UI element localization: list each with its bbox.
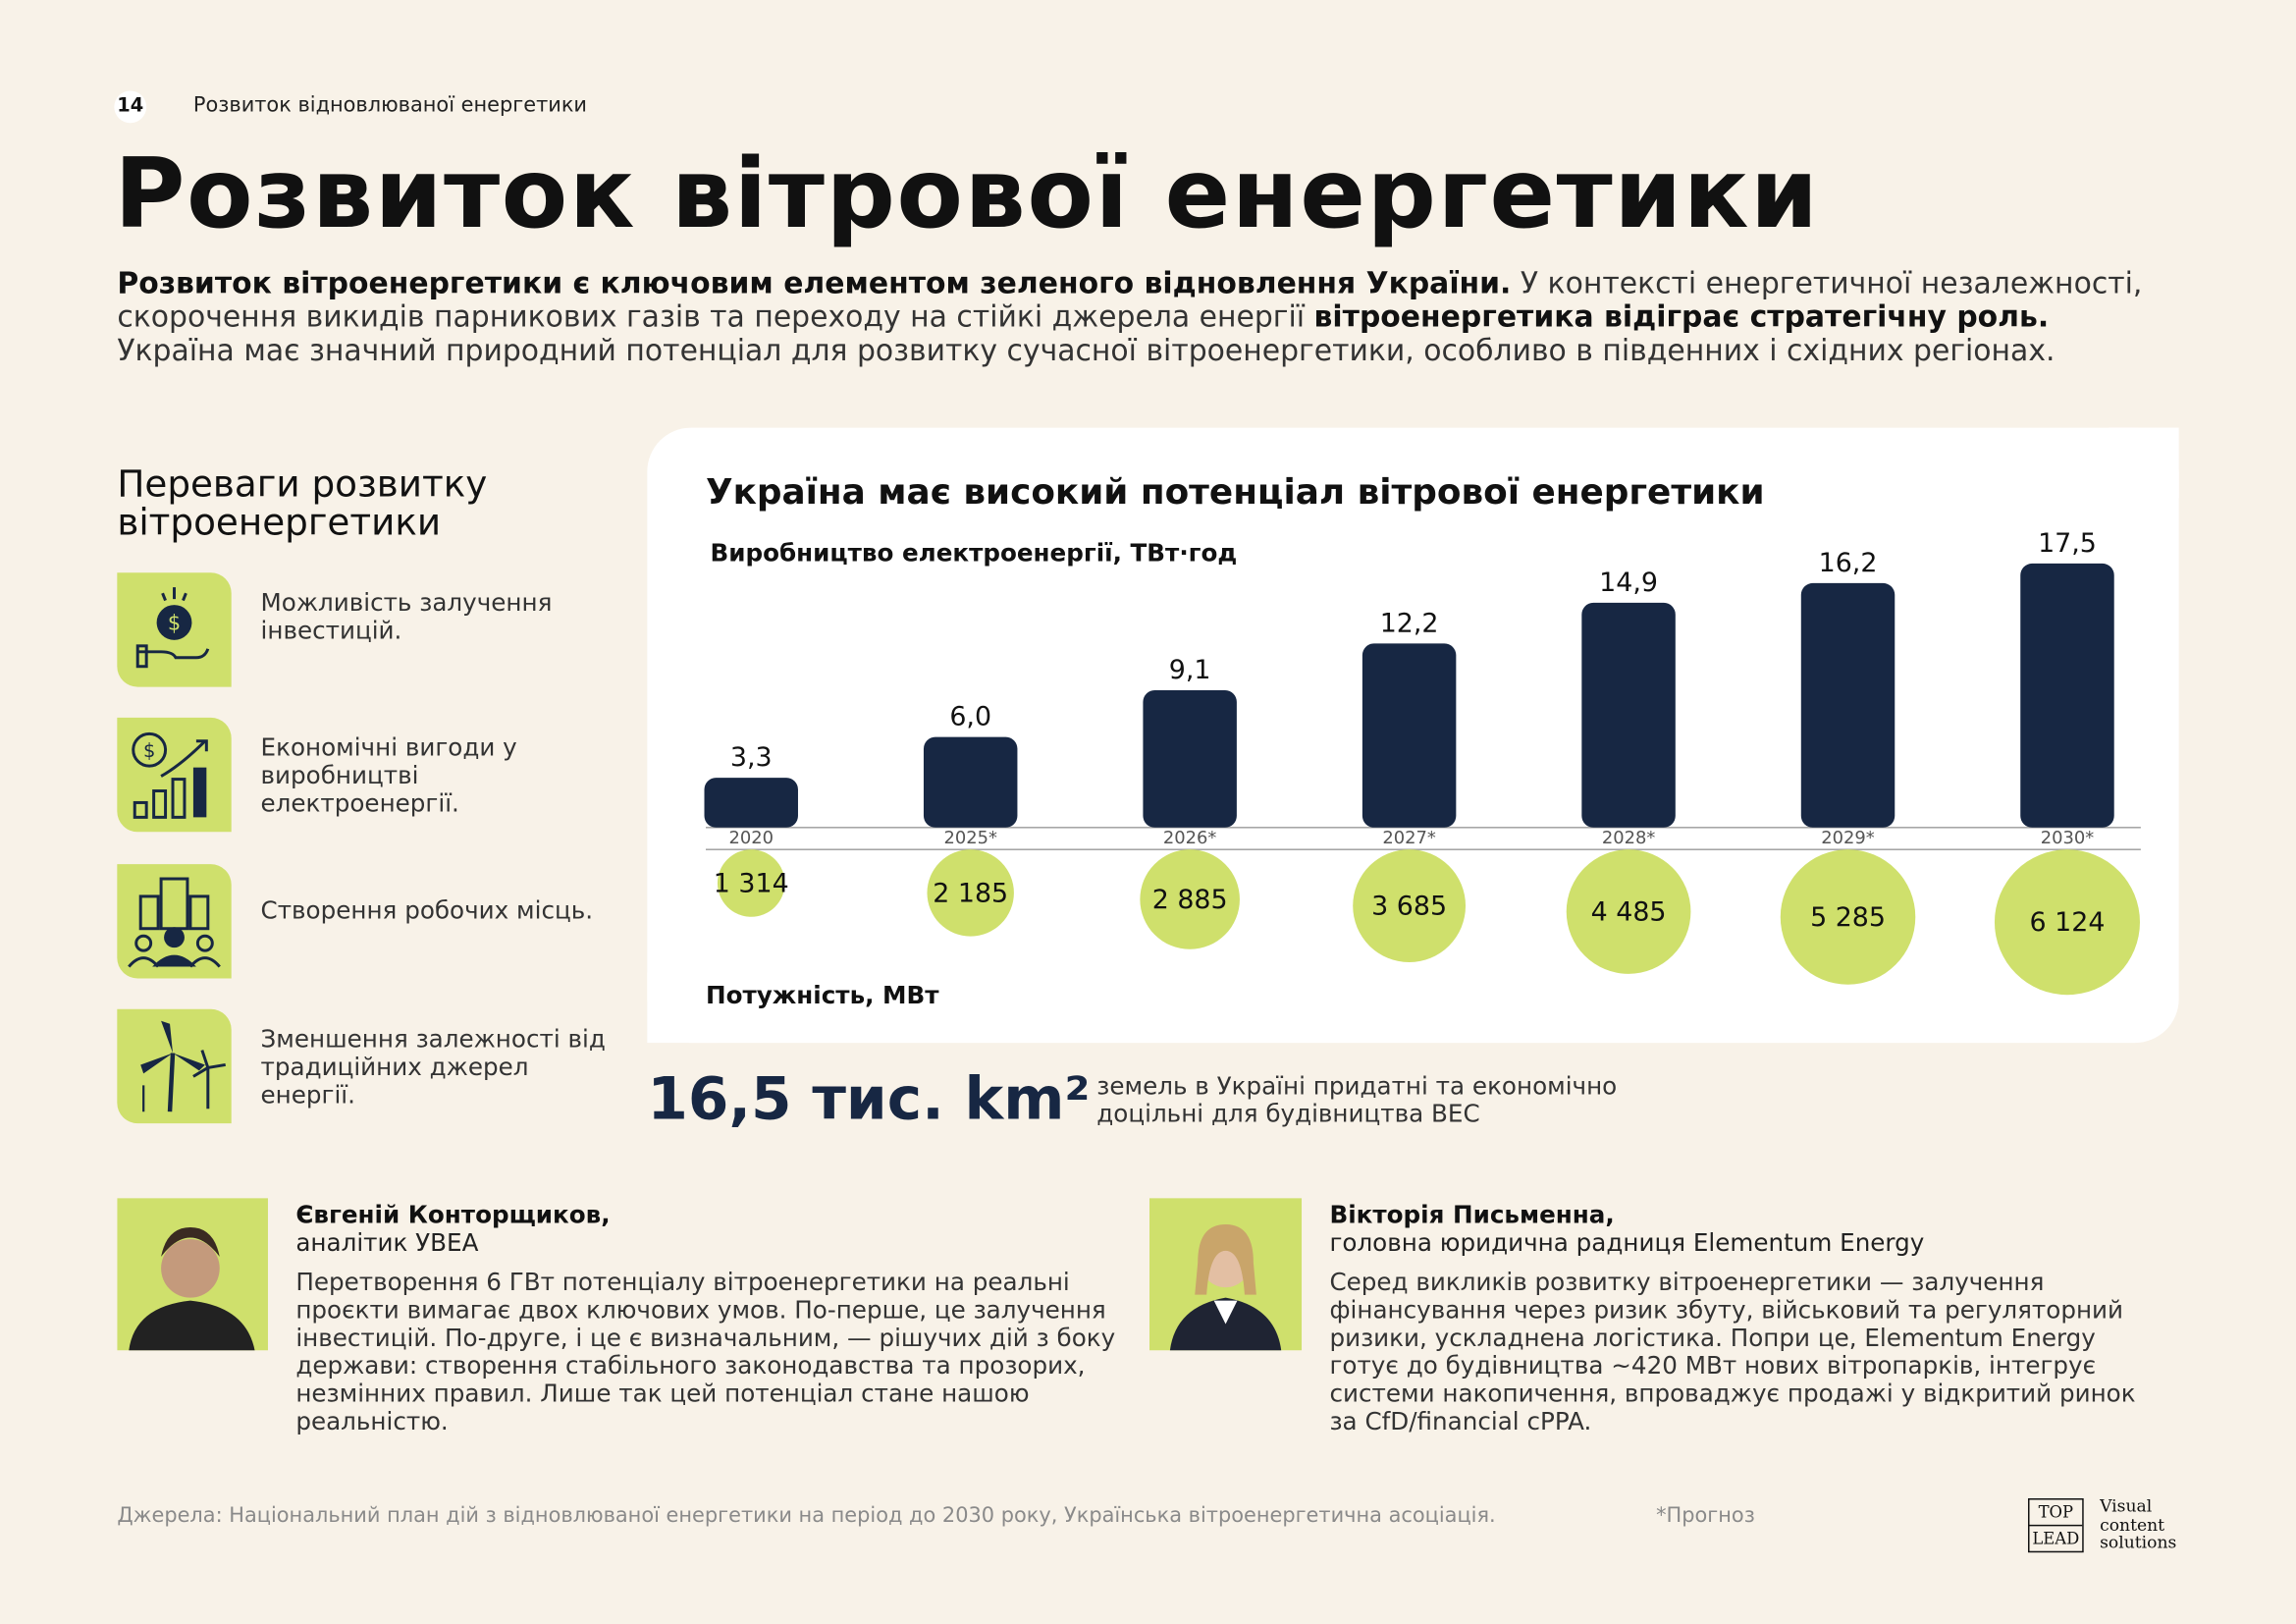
stat-text: земель в Україні придатні та економічно … [1096, 1071, 1618, 1128]
value-label: 17,5 [2038, 528, 2097, 559]
value-label: 3,3 [730, 742, 773, 773]
bar [1143, 689, 1237, 828]
quote-role: головна юридична радниця Elementum Energ… [1329, 1228, 1925, 1257]
benefit-text: Зменшення залежності від традиційних дже… [260, 1025, 606, 1110]
sources: Джерела: Національний план дій з відновл… [117, 1503, 1496, 1528]
series-label: Виробництво електроенергії, ТВт·год [710, 538, 1237, 567]
bar [704, 778, 798, 828]
value-label: 2 885 [1152, 885, 1228, 915]
value-label: 6 124 [2030, 907, 2106, 938]
bar [923, 736, 1018, 828]
bubble [717, 849, 785, 917]
icon-box [117, 1008, 232, 1124]
page-number: 14 [114, 90, 147, 124]
bubble [927, 849, 1014, 937]
bar [2020, 563, 2114, 828]
value-label: 4 485 [1591, 896, 1667, 927]
benefit-text: Створення робочих місць. [260, 895, 594, 925]
quote-name: Вікторія Письменна, [1329, 1201, 1615, 1229]
bar [1362, 643, 1457, 828]
intro-text: У контексті енергетичної незалежності, с… [117, 264, 2143, 335]
chart-card-corner [647, 972, 718, 1044]
bubble [1994, 849, 2140, 996]
quote-text: Серед викликів розвитку вітроенергетики … [1329, 1268, 2136, 1435]
intro-bold: Розвиток вітроенергетики є ключовим елем… [117, 264, 1512, 300]
icon-growth: $ [132, 731, 208, 819]
benefit-text: Можливість залучення інвестицій. [260, 588, 553, 645]
quote-text: Перетворення 6 ГВт потенціалу вітроенерг… [295, 1268, 1116, 1435]
x-tick-label: 2020 [728, 828, 774, 848]
value-label: 14,9 [1599, 568, 1658, 598]
value-label: 3 685 [1371, 892, 1447, 922]
photo [117, 1198, 268, 1351]
icon-wind [140, 1020, 226, 1112]
value-label: 5 285 [1810, 902, 1886, 933]
x-tick-label: 2027* [1382, 828, 1436, 848]
logo-top: TOP [2029, 1500, 2083, 1527]
x-tick-label: 2025* [943, 828, 997, 848]
icon-box [117, 864, 232, 979]
intro: Розвиток вітроенергетики є ключовим елем… [117, 266, 2152, 367]
value-label: 6,0 [949, 702, 991, 732]
chart-card-corner [2109, 427, 2179, 499]
forecast-note: *Прогноз [1656, 1503, 1755, 1528]
stat-value: 16,5 тис. km² [647, 1065, 1091, 1134]
logo-text: Visual content solutions [2100, 1495, 2177, 1553]
intro-text: Україна має значний природний потенціал … [117, 332, 2056, 368]
x-tick-label: 2030* [2041, 828, 2095, 848]
benefits-title: Переваги розвитку вітроенергетики [117, 462, 488, 544]
x-tick-label: 2026* [1163, 828, 1217, 848]
value-label: 2 185 [933, 878, 1008, 908]
photo [1148, 1198, 1303, 1351]
x-tick-label: 2029* [1821, 828, 1875, 848]
bubble [1140, 849, 1240, 949]
section-title: Розвиток відновлюваної енергетики [192, 93, 588, 118]
bubble [1780, 849, 1916, 985]
quote-role: аналітик УВЕА [295, 1228, 479, 1257]
quote: Євгеній Конторщиков, аналітик УВЕА Перет… [295, 1201, 1115, 1435]
svg-text:$: $ [168, 611, 181, 634]
value-label: 1 314 [714, 868, 789, 898]
bubble [1566, 849, 1691, 974]
value-label: 12,2 [1380, 608, 1439, 638]
quote-name: Євгеній Конторщиков, [295, 1201, 611, 1229]
x-tick-label: 2028* [1602, 828, 1656, 848]
chart-title: Україна має високий потенціал вітрової е… [706, 472, 1765, 513]
value-label: 9,1 [1169, 655, 1211, 685]
intro-bold: вітроенергетика відіграє стратегічну рол… [1313, 298, 2050, 335]
icon-investment: $ [135, 587, 210, 669]
bar [1800, 582, 1896, 828]
value-label: 16,2 [1819, 548, 1878, 578]
page-title: Розвиток вітрової енергетики [114, 137, 1820, 251]
icon-jobs [128, 877, 221, 968]
logo-bottom: LEAD [2032, 1529, 2080, 1548]
icon-box: $ [117, 572, 232, 687]
svg-text:$: $ [143, 739, 155, 762]
benefit-text: Економічні вигоди у виробництві електрое… [260, 733, 517, 818]
series-label: Потужність, МВт [706, 981, 939, 1009]
bar [1581, 602, 1676, 828]
bubble [1353, 849, 1467, 963]
icon-box: $ [117, 717, 232, 833]
quote: Вікторія Письменна, головна юридична рад… [1329, 1201, 2149, 1435]
logo: TOP LEAD [2028, 1498, 2084, 1553]
